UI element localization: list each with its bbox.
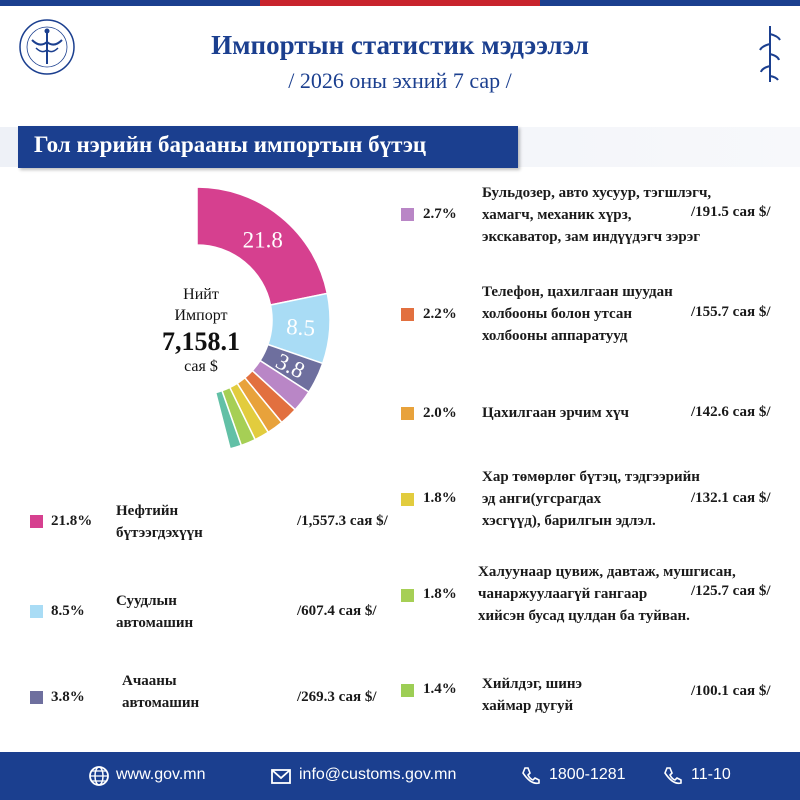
donut-slice-remaining [63,187,231,454]
legend-label-truck-1: Ачааны [122,673,177,689]
legend-swatch-bulldozer [401,208,414,221]
legend-label-steel-bars-1: Халуунаар цувиж, давтаж, мушгисан, [478,564,736,580]
legend-pct-ferrous-metal: 1.8% [423,490,457,506]
legend-value-telephone: /155.7 сая $/ [691,304,771,320]
legend-label-telephone-2: холбооны болон утсан [482,306,632,322]
legend-value-petroleum: /1,557.3 сая $/ [297,513,388,529]
legend-swatch-steel-bars [401,589,414,602]
legend-label-petroleum-2: бүтээгдэхүүн [116,525,203,541]
footer-phone-1[interactable]: 1800-1281 [549,766,626,783]
mongolian-script-icon [759,26,781,82]
legend-label-tires-2: хаймар дугуй [482,698,574,714]
legend-swatch-tires [401,684,414,697]
legend-swatch-petroleum [30,515,43,528]
donut-slice-label-1: 8.5 [286,314,316,341]
envelope-icon [271,769,291,784]
legend-label-steel-bars-3: хийсэн бусад цулдан ба туйван. [478,608,690,624]
section-title: Гол нэрийн барааны импортын бүтэц [34,132,427,157]
legend-value-tires: /100.1 сая $/ [691,683,771,699]
legend-pct-truck: 3.8% [51,689,85,705]
legend-pct-steel-bars: 1.8% [423,586,457,602]
footer-bar: www.gov.mn info@customs.gov.mn 1800-1281… [0,752,800,800]
legend-value-passenger-car: /607.4 сая $/ [297,603,377,619]
donut-center-total: 7,158.1 [162,327,240,356]
legend-label-ferrous-metal-2: эд анги(угсрагдах [482,491,602,507]
customs-logo-icon [19,19,75,75]
phone-icon [522,767,540,785]
legend-pct-telephone: 2.2% [423,306,457,322]
donut-hole [123,246,271,394]
donut-center-label-1: Нийт [183,286,219,303]
legend-label-passenger-car-1: Суудлын [116,593,177,609]
globe-icon [89,766,109,786]
legend-label-electricity: Цахилгаан эрчим хүч [482,405,629,421]
legend-label-truck-2: автомашин [122,695,200,711]
legend-value-bulldozer: /191.5 сая $/ [691,204,771,220]
legend-label-ferrous-metal-1: Хар төмөрлөг бүтэц, тэдгээрийн [482,469,700,485]
donut-chart: 21.88.53.8 [63,186,331,454]
legend-pct-tires: 1.4% [423,681,457,697]
donut-slice-8 [214,389,243,450]
footer-email-link[interactable]: info@customs.gov.mn [299,766,457,783]
legend-value-steel-bars: /125.7 сая $/ [691,583,771,599]
legend-pct-passenger-car: 8.5% [51,603,85,619]
legend-pct-electricity: 2.0% [423,405,457,421]
legend-label-ferrous-metal-3: хэсгүүд), барилгын эдлэл. [482,513,656,529]
legend-pct-bulldozer: 2.7% [423,206,457,222]
legend-label-tires-1: Хийлдэг, шинэ [482,676,583,692]
legend-swatch-ferrous-metal [401,493,414,506]
donut-center-label-2: Импорт [174,307,228,324]
legend-pct-petroleum: 21.8% [51,513,93,529]
legend-swatch-passenger-car [30,605,43,618]
section-banner: Гол нэрийн барааны импортын бүтэц [18,126,518,168]
page-subtitle: / 2026 оны эхний 7 сар / [288,68,512,93]
legend-swatch-electricity [401,407,414,420]
legend-swatch-telephone [401,308,414,321]
legend-value-electricity: /142.6 сая $/ [691,404,771,420]
legend-label-bulldozer-3: экскаватор, зам индүүдэгч зэрэг [482,229,701,245]
legend-label-telephone-3: холбооны аппаратууд [482,328,628,344]
legend-label-bulldozer-1: Бульдозер, авто хусуур, тэгшлэгч, [482,185,712,201]
legend-value-truck: /269.3 сая $/ [297,689,377,705]
legend-label-bulldozer-2: хамагч, механик хүрз, [482,207,632,223]
legend-value-ferrous-metal: /132.1 сая $/ [691,490,771,506]
legend-label-petroleum-1: Нефтийн [116,503,179,519]
legend-label-telephone-1: Телефон, цахилгаан шуудан [482,284,673,300]
footer-phone-2[interactable]: 11-10 [691,766,731,783]
legend-label-steel-bars-2: чанаржуулаагүй гангаар [478,586,648,602]
top-color-bar [0,0,800,6]
legend-label-passenger-car-2: автомашин [116,615,194,631]
legend-swatch-truck [30,691,43,704]
footer-website-link[interactable]: www.gov.mn [116,766,206,783]
donut-slice-label-0: 21.8 [243,227,283,252]
phone-icon-2 [664,767,682,785]
donut-center-unit: сая $ [184,358,218,375]
page-title: Импортын статистик мэдээлэл [211,30,589,60]
